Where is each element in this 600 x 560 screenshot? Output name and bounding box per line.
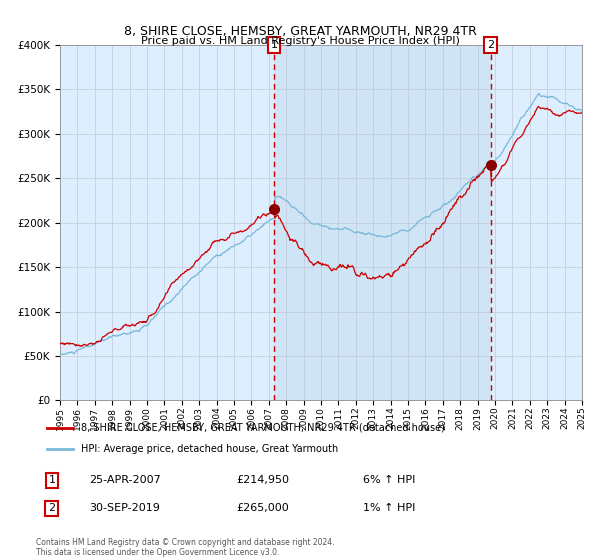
Text: 1: 1 [49, 475, 55, 486]
Text: 2: 2 [487, 40, 494, 50]
Text: Price paid vs. HM Land Registry's House Price Index (HPI): Price paid vs. HM Land Registry's House … [140, 36, 460, 46]
Text: 1: 1 [271, 40, 278, 50]
Text: £265,000: £265,000 [236, 503, 289, 514]
Text: 8, SHIRE CLOSE, HEMSBY, GREAT YARMOUTH, NR29 4TR (detached house): 8, SHIRE CLOSE, HEMSBY, GREAT YARMOUTH, … [81, 423, 445, 433]
Text: 25-APR-2007: 25-APR-2007 [89, 475, 161, 486]
Text: 30-SEP-2019: 30-SEP-2019 [89, 503, 160, 514]
Text: 6% ↑ HPI: 6% ↑ HPI [364, 475, 416, 486]
Text: 2: 2 [48, 503, 55, 514]
Text: 8, SHIRE CLOSE, HEMSBY, GREAT YARMOUTH, NR29 4TR: 8, SHIRE CLOSE, HEMSBY, GREAT YARMOUTH, … [124, 25, 476, 38]
Text: 1% ↑ HPI: 1% ↑ HPI [364, 503, 416, 514]
Bar [274, 45, 491, 400]
Text: £214,950: £214,950 [236, 475, 290, 486]
Text: HPI: Average price, detached house, Great Yarmouth: HPI: Average price, detached house, Grea… [81, 444, 338, 454]
Text: Contains HM Land Registry data © Crown copyright and database right 2024.
This d: Contains HM Land Registry data © Crown c… [36, 538, 335, 557]
